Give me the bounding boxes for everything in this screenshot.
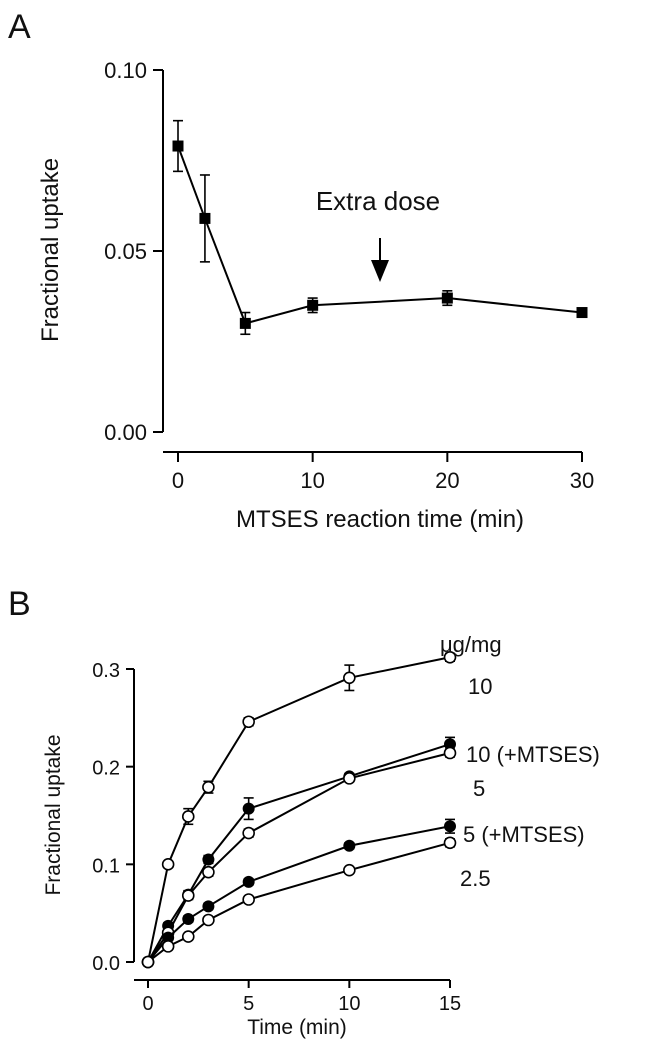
data-point <box>161 940 175 953</box>
data-point <box>181 889 195 902</box>
x-tick-label: 5 <box>243 993 254 1015</box>
x-tick-label: 15 <box>439 993 461 1015</box>
series-line-2 <box>147 752 451 963</box>
series-line-4 <box>147 841 451 963</box>
data-point <box>202 900 215 913</box>
chart-panel-a: 0.00 0.05 0.10 0 10 20 30 MTSES reaction time (… <box>37 58 594 533</box>
data-point <box>443 746 457 760</box>
data-point <box>242 893 255 906</box>
y-tick-label: 0.05 <box>104 239 147 264</box>
data-point <box>202 780 215 794</box>
data-point <box>181 810 195 823</box>
data-point <box>242 715 255 729</box>
data-point <box>343 671 356 685</box>
legend-title-unit: μg/mg <box>440 632 502 657</box>
x-tick-label: 20 <box>435 468 459 493</box>
data-point <box>242 826 255 840</box>
y-tick-label: 0.00 <box>104 420 147 445</box>
x-tick-label: 10 <box>300 468 324 493</box>
data-point <box>202 913 215 927</box>
y-tick-label: 0.10 <box>104 58 147 83</box>
annotation-extra-dose: Extra dose <box>316 186 440 216</box>
y-tick-label: 0.0 <box>92 953 120 975</box>
data-point <box>239 317 251 329</box>
series-line-1 <box>147 743 451 963</box>
data-point <box>172 140 184 152</box>
x-tick-label: 10 <box>338 993 360 1015</box>
data-point <box>443 836 457 850</box>
data-point <box>343 863 356 877</box>
data-point <box>343 839 356 852</box>
panel-b-letter: B <box>8 585 31 623</box>
chart-panel-b: 0.0 0.1 0.2 0.3 0 5 10 15 Time (min) Fractional u… <box>42 632 600 1039</box>
series-label: 5 (+MTSES) <box>463 822 585 847</box>
data-point <box>162 931 175 944</box>
data-point <box>444 738 456 751</box>
x-tick-label: 0 <box>142 993 153 1015</box>
series-label: 2.5 <box>460 866 491 891</box>
y-tick-label: 0.3 <box>92 660 120 682</box>
series-label: 5 <box>473 776 485 801</box>
x-tick-label: 0 <box>172 468 184 493</box>
data-point <box>182 913 195 926</box>
data-point <box>441 292 453 304</box>
x-tick-label: 30 <box>570 468 594 493</box>
series-label: 10 (+MTSES) <box>466 742 600 767</box>
y-tick-label: 0.2 <box>92 758 120 780</box>
data-point <box>443 650 457 664</box>
y-axis-title: Fractional uptake <box>42 734 65 895</box>
data-point <box>307 299 319 311</box>
data-point <box>141 955 155 969</box>
data-point <box>576 307 588 319</box>
series-line-0 <box>177 145 583 325</box>
data-point <box>444 820 456 833</box>
data-point <box>242 875 255 888</box>
x-axis-title: MTSES reaction time (min) <box>236 506 524 533</box>
y-tick-label: 0.1 <box>92 855 120 877</box>
data-point <box>199 212 211 224</box>
data-point <box>202 853 215 866</box>
data-point <box>161 858 175 871</box>
y-axis-title: Fractional uptake <box>37 158 64 342</box>
data-point <box>343 772 356 785</box>
data-point <box>181 930 195 943</box>
arrow-head <box>371 260 389 282</box>
data-point <box>242 802 255 815</box>
data-point <box>202 865 215 879</box>
x-axis-title: Time (min) <box>247 1016 347 1039</box>
series-label: 10 <box>468 674 492 699</box>
panel-a-letter: A <box>8 8 31 46</box>
